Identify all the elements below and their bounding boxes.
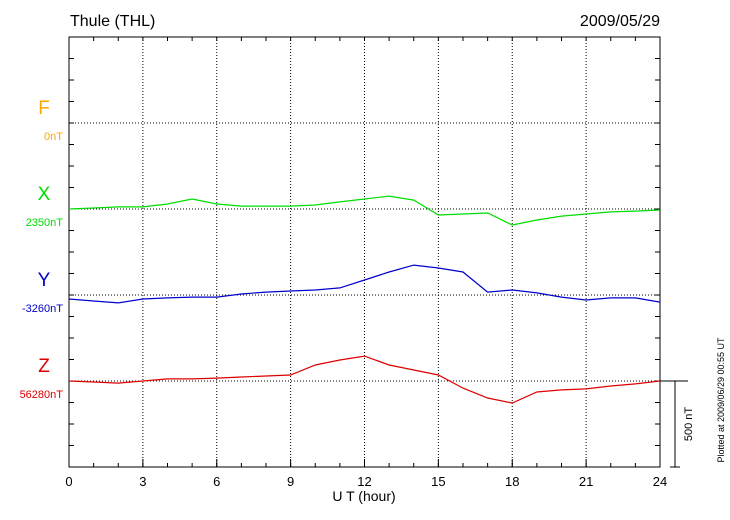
baseline-label: -3260nT: [22, 303, 63, 315]
legend-entry: X: [38, 184, 51, 205]
x-tick-label: 3: [139, 474, 146, 489]
trace: [68, 264, 661, 304]
chart-date: 2009/05/29: [580, 13, 660, 30]
baseline-label: 56280nT: [20, 389, 64, 401]
x-tick-label: 18: [505, 474, 519, 489]
x-tick-label: 21: [579, 474, 593, 489]
legend-entry: F: [38, 98, 50, 119]
trace: [68, 355, 661, 404]
baseline-label: 2350nT: [26, 217, 64, 229]
legend-entry: Z: [38, 356, 50, 377]
x-tick-label: 9: [287, 474, 294, 489]
x-tick-label: 6: [213, 474, 220, 489]
trace: [68, 195, 661, 226]
plot-note: Plotted at 2009/06/29 00:55 UT: [716, 337, 726, 463]
scale-label: 500 nT: [683, 407, 695, 442]
chart-title: Thule (THL): [70, 13, 155, 30]
x-tick-label: 15: [431, 474, 445, 489]
baseline-label: 0nT: [44, 131, 63, 143]
x-tick-label: 12: [357, 474, 371, 489]
x-tick-label: 0: [65, 474, 72, 489]
plot-frame: [68, 36, 661, 468]
x-tick-label: 24: [653, 474, 667, 489]
legend-entry: Y: [38, 270, 51, 291]
x-axis-label: U T (hour): [332, 488, 395, 504]
